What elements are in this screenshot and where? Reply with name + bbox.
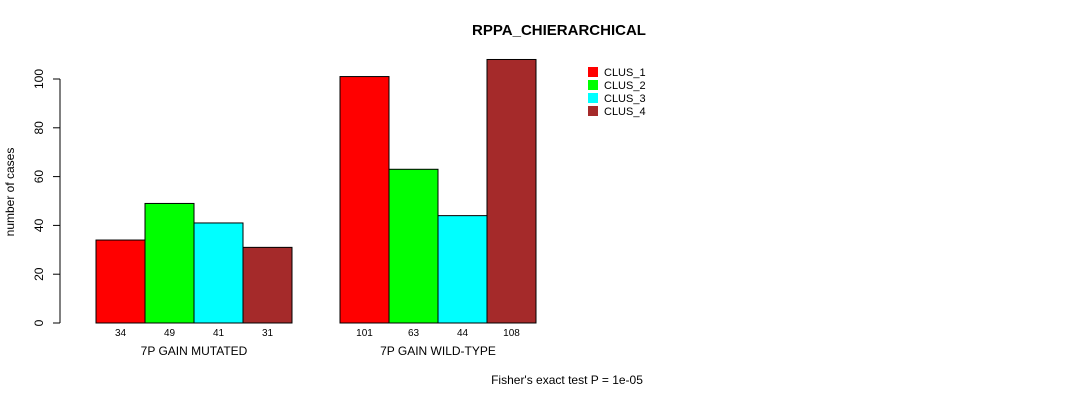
y-tick-label: 80 [32, 121, 46, 135]
fisher-test-footnote: Fisher's exact test P = 1e-05 [491, 373, 643, 387]
legend-swatch [588, 67, 598, 77]
y-tick-label: 20 [32, 267, 46, 281]
bar-clus1-group-1 [95, 239, 146, 324]
bar-clus2-group-1 [144, 202, 195, 324]
bar-clus3-group-1 [193, 222, 244, 324]
bar-clus4-group-2 [486, 58, 537, 324]
bar-count-label: 101 [356, 328, 373, 339]
legend-label: CLUS_1 [604, 67, 646, 79]
legend-swatch [588, 93, 598, 103]
y-axis-label: number of cases [3, 148, 17, 237]
bar-clus2-group-2 [388, 168, 439, 324]
legend-label: CLUS_2 [604, 80, 646, 92]
y-axis: 0 20 40 60 80 100 [32, 69, 61, 326]
bars [95, 58, 537, 324]
bar-count-label: 41 [213, 328, 225, 339]
bar-count-label: 44 [457, 328, 469, 339]
bar-count-label: 63 [408, 328, 420, 339]
count-labels: 34 49 41 31 101 63 44 108 [115, 328, 520, 339]
bar-clus4-group-1 [242, 246, 293, 324]
bar-clus1-group-2 [339, 76, 390, 324]
group-label: 7P GAIN WILD-TYPE [380, 344, 496, 358]
group-label: 7P GAIN MUTATED [141, 344, 248, 358]
bar-count-label: 108 [503, 328, 520, 339]
legend-label: CLUS_4 [604, 106, 646, 118]
legend-label: CLUS_3 [604, 93, 646, 105]
legend-swatch [588, 106, 598, 116]
y-tick-label: 100 [32, 69, 46, 89]
bar-count-label: 49 [164, 328, 176, 339]
y-tick-label: 0 [32, 319, 46, 326]
y-tick-label: 60 [32, 170, 46, 184]
y-tick-label: 40 [32, 218, 46, 232]
group-labels: 7P GAIN MUTATED 7P GAIN WILD-TYPE [141, 344, 496, 358]
bar-count-label: 34 [115, 328, 127, 339]
chart-title: RPPA_CHIERARCHICAL [472, 22, 646, 39]
legend-swatch [588, 80, 598, 90]
bar-count-label: 31 [262, 328, 274, 339]
bar-clus3-group-2 [437, 215, 488, 324]
